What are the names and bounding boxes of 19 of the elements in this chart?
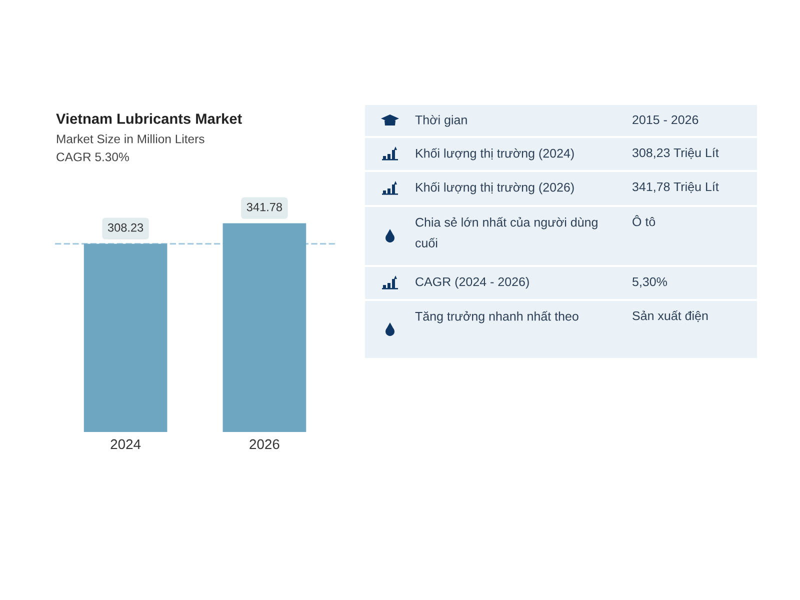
text: 5,30% bbox=[632, 277, 667, 288]
chart-title: Vietnam Lubricants Market bbox=[56, 113, 242, 124]
text: Khối lượng thị trường (2026) bbox=[416, 182, 574, 194]
text: 341,78 Triệu Lít bbox=[632, 182, 719, 193]
text: Chia sẻ lớn nhất của người dùng cuối bbox=[416, 217, 598, 248]
data-label: 308.23 bbox=[108, 223, 144, 232]
text: CAGR (2024 - 2026) bbox=[416, 277, 529, 289]
data-label: 341.78 bbox=[246, 202, 282, 212]
chart-subtitle: Market Size in Million Liters bbox=[57, 134, 204, 144]
text: Khối lượng thị trường (2024) bbox=[416, 148, 574, 160]
text: CAGR 5.30% bbox=[56, 152, 129, 162]
text: Tăng trưởng nhanh nhất theo bbox=[415, 311, 578, 324]
text: Ô tô bbox=[632, 215, 656, 226]
text: 308,23 Triệu Lít bbox=[632, 148, 719, 159]
x-tick-label: 2026 bbox=[250, 439, 280, 450]
text: 2015 - 2026 bbox=[632, 115, 698, 124]
text: Thời gian bbox=[415, 115, 467, 127]
x-tick-label: 2024 bbox=[110, 439, 141, 450]
text: Sản xuất điện bbox=[632, 310, 708, 322]
